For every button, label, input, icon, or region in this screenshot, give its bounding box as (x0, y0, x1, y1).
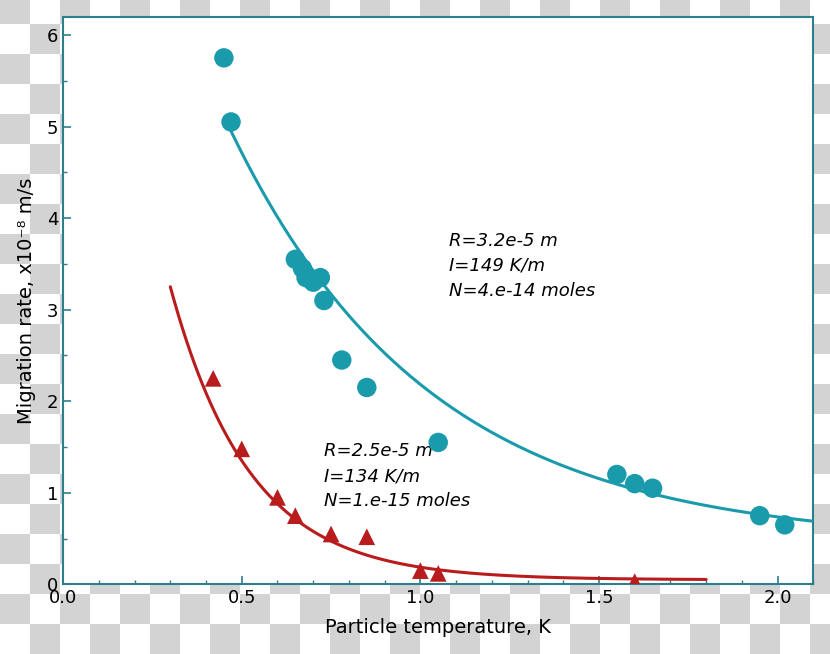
Point (360, 383, 374, 393)
Y-axis label: Migration rate, x10⁻⁸ m/s: Migration rate, x10⁻⁸ m/s (17, 177, 36, 424)
Point (306, 277, 320, 288)
Point (271, 492, 284, 503)
Point (289, 511, 302, 521)
Point (325, 529, 338, 540)
Point (314, 272, 327, 283)
X-axis label: Particle temperature, K: Particle temperature, K (325, 618, 551, 638)
Point (646, 483, 659, 494)
Point (295, 263, 309, 273)
Text: R=3.2e-5 m
I=149 K/m
N=4.e-14 moles: R=3.2e-5 m I=149 K/m N=4.e-14 moles (449, 232, 595, 300)
Point (289, 254, 302, 264)
Point (432, 438, 445, 448)
Point (217, 52, 231, 63)
Point (224, 116, 237, 127)
Point (628, 576, 642, 587)
Point (317, 296, 330, 306)
Point (360, 532, 374, 542)
Point (300, 272, 313, 283)
Text: R=2.5e-5 m
I=134 K/m
N=1.e-15 moles: R=2.5e-5 m I=134 K/m N=1.e-15 moles (324, 443, 470, 510)
Point (207, 373, 220, 384)
Point (335, 355, 349, 366)
Point (610, 470, 623, 480)
Point (753, 511, 766, 521)
Point (413, 566, 427, 576)
Point (778, 520, 791, 530)
Point (628, 479, 642, 489)
Point (235, 443, 248, 454)
Point (432, 568, 445, 579)
